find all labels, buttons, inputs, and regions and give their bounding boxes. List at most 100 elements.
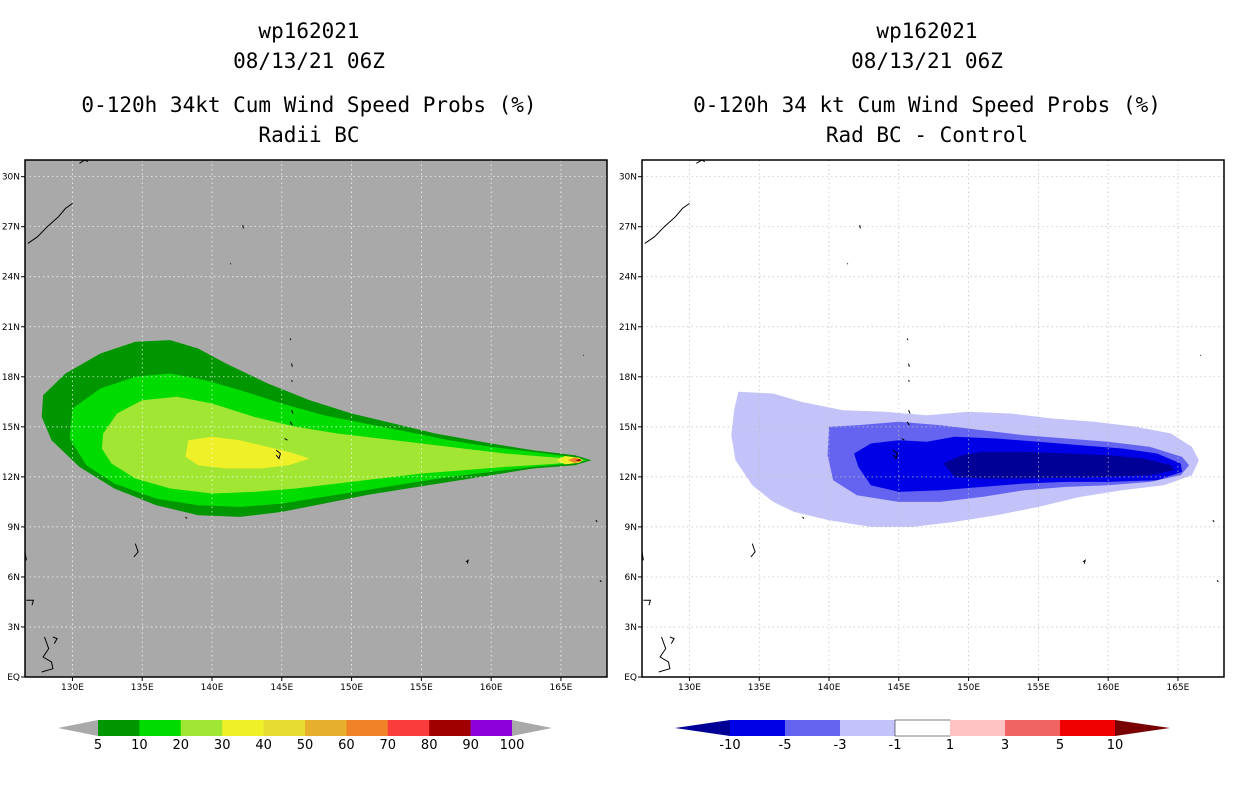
right-coastline-halmahera xyxy=(658,636,671,673)
right-coastline-morotai xyxy=(669,636,675,644)
right-x-tick-label: 155E xyxy=(1027,683,1050,693)
left-colorbar-label: 60 xyxy=(338,738,355,753)
right-coastline-marianas-d xyxy=(908,410,911,414)
right-y-tick-label: 24N xyxy=(619,273,637,283)
left-coastline-marianas-a xyxy=(289,338,292,341)
left-colorbar: 5 10 20 30 40 50 60 70 80 90 100 xyxy=(58,720,552,753)
left-coastline-kyushu-tip xyxy=(79,160,89,164)
right-y-tick-label: 30N xyxy=(619,173,637,183)
right-coastline-honshu-south xyxy=(644,202,690,244)
right-colorbar-label: -5 xyxy=(779,738,792,753)
right-colorbar-segment xyxy=(1005,720,1061,736)
right-coastline-kwajalein xyxy=(1212,519,1215,523)
left-contour-30-3 xyxy=(185,436,310,469)
left-coastline-morotai xyxy=(52,636,58,644)
left-y-tick-label: 3N xyxy=(8,623,20,633)
right-coastline-ogasawara-a xyxy=(859,224,861,229)
left-colorbar-segment xyxy=(305,720,347,736)
left-title-subtitle: Radii BC xyxy=(258,123,360,147)
left-coastline-marianas-b xyxy=(291,363,293,367)
left-colorbar-segment xyxy=(387,720,430,736)
right-coastline-marianas-f xyxy=(901,438,905,441)
left-colorbar-label: 80 xyxy=(421,738,438,753)
right-map-frame xyxy=(641,159,1225,678)
right-title-storm-id: wp162021 xyxy=(876,19,978,43)
left-colorbar-segment xyxy=(222,720,264,736)
right-y-tick-label: 21N xyxy=(619,323,637,333)
right-colorbar-low-triangle xyxy=(675,720,730,736)
right-colorbar-segment xyxy=(1060,720,1116,736)
right-coastline-marianas-a xyxy=(906,338,909,341)
left-y-tick-label: 24N xyxy=(2,273,20,283)
left-colorbar-segment xyxy=(470,720,513,736)
left-colorbar-high-triangle xyxy=(512,720,552,736)
right-panel-title: wp162021 08/13/21 06Z 0-120h 34 kt Cum W… xyxy=(618,16,1236,150)
left-y-tick-label: 27N xyxy=(2,223,20,233)
left-coastline-ogasawara-b xyxy=(229,263,232,265)
left-colorbar-label: 20 xyxy=(173,738,190,753)
right-coastline-majuro xyxy=(1216,579,1219,583)
right-y-tick-label: 27N xyxy=(619,223,637,233)
right-colorbar-label: 3 xyxy=(1001,738,1009,753)
left-colorbar-label: 50 xyxy=(297,738,314,753)
left-y-tick-label: 12N xyxy=(2,473,20,483)
left-x-tick-label: 145E xyxy=(270,683,293,693)
left-x-tick-label: 135E xyxy=(131,683,154,693)
right-colorbar-label: -3 xyxy=(834,738,847,753)
left-y-tick-label: EQ xyxy=(7,673,20,683)
right-colorbar-high-triangle xyxy=(1115,720,1170,736)
right-x-tick-label: 150E xyxy=(957,683,980,693)
left-x-tick-label: 165E xyxy=(550,683,573,693)
left-coastline-palau xyxy=(133,543,139,558)
right-x-tick-label: 140E xyxy=(818,683,841,693)
right-title-subtitle: Rad BC - Control xyxy=(825,123,1029,147)
left-coastline-honshu-south xyxy=(27,202,73,244)
left-y-tick-label: 6N xyxy=(8,573,20,583)
left-x-tick-label: 130E xyxy=(61,683,84,693)
right-x-tick-label: 160E xyxy=(1097,683,1120,693)
right-y-tick-label: 3N xyxy=(625,623,637,633)
right-colorbar-segment xyxy=(840,720,896,736)
right-x-tick-label: 145E xyxy=(887,683,910,693)
left-contour-60-5 xyxy=(567,457,582,463)
left-colorbar-label: 5 xyxy=(94,738,102,753)
right-y-tick-label: 18N xyxy=(619,373,637,383)
right-y-tick-label: 9N xyxy=(625,523,637,533)
left-y-tick-label: 30N xyxy=(2,173,20,183)
left-title-date: 08/13/21 06Z xyxy=(233,49,385,73)
right-coastline-yap xyxy=(802,516,805,519)
left-coastline-marianas-f xyxy=(284,438,288,441)
left-colorbar-segment xyxy=(139,720,182,736)
left-coastline-halmahera xyxy=(41,636,54,673)
left-x-tick-label: 140E xyxy=(201,683,224,693)
right-x-tick-label: 135E xyxy=(748,683,771,693)
left-coastline-pohnpei xyxy=(465,559,469,564)
right-colorbar-label: 1 xyxy=(946,738,954,753)
left-colorbar-label: 30 xyxy=(214,738,231,753)
right-coastline-mindanao-a xyxy=(643,599,652,606)
right-y-tick-label: 6N xyxy=(625,573,637,583)
right-y-tick-label: 15N xyxy=(619,423,637,433)
right-map-layers xyxy=(642,160,1224,677)
left-coastline-yap xyxy=(185,516,188,519)
left-coastline-kwajalein xyxy=(595,519,598,523)
left-x-tick-label: 155E xyxy=(410,683,433,693)
left-y-tick-label: 18N xyxy=(2,373,20,383)
left-coastline-ogasawara-a xyxy=(242,224,244,229)
left-colorbar-segment xyxy=(429,720,471,736)
left-colorbar-label: 100 xyxy=(500,738,525,753)
right-colorbar-segment xyxy=(950,720,1006,736)
left-colorbar-segment xyxy=(263,720,306,736)
right-coastline-marianas-c xyxy=(908,379,910,382)
right-colorbar-segment xyxy=(730,720,786,736)
left-map-layers xyxy=(25,160,607,677)
left-title-storm-id: wp162021 xyxy=(258,19,360,43)
left-x-tick-label: 160E xyxy=(480,683,503,693)
left-colorbar-segment xyxy=(346,720,389,736)
left-colorbar-label: 70 xyxy=(380,738,397,753)
right-coastline-guam xyxy=(892,449,898,460)
right-contour-neg10-3 xyxy=(943,451,1174,479)
left-contour-20-2 xyxy=(101,396,584,494)
right-coastline-marianas-e xyxy=(906,421,910,426)
